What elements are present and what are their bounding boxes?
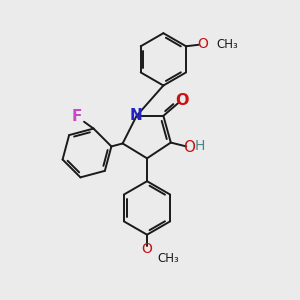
Text: N: N	[130, 108, 142, 123]
Text: H: H	[194, 139, 205, 153]
Text: CH₃: CH₃	[216, 38, 238, 51]
Text: O: O	[183, 140, 195, 154]
Text: O: O	[142, 242, 152, 256]
Text: O: O	[175, 93, 189, 108]
Text: F: F	[72, 109, 83, 124]
Text: O: O	[197, 37, 208, 51]
Text: CH₃: CH₃	[158, 252, 179, 265]
